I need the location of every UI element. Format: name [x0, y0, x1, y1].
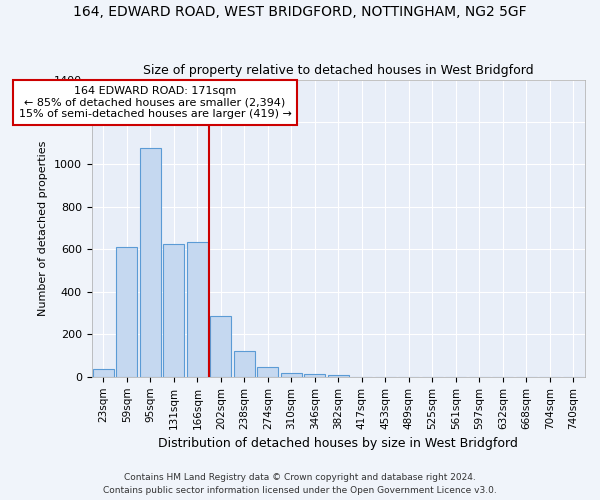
- Bar: [116, 247, 137, 377]
- Bar: [328, 374, 349, 377]
- Text: 164, EDWARD ROAD, WEST BRIDGFORD, NOTTINGHAM, NG2 5GF: 164, EDWARD ROAD, WEST BRIDGFORD, NOTTIN…: [73, 5, 527, 19]
- Bar: [234, 352, 255, 377]
- Bar: [93, 370, 114, 377]
- Text: 164 EDWARD ROAD: 171sqm
← 85% of detached houses are smaller (2,394)
15% of semi: 164 EDWARD ROAD: 171sqm ← 85% of detache…: [19, 86, 292, 119]
- Bar: [304, 374, 325, 377]
- Bar: [257, 368, 278, 377]
- Bar: [187, 242, 208, 377]
- Bar: [210, 316, 232, 377]
- Title: Size of property relative to detached houses in West Bridgford: Size of property relative to detached ho…: [143, 64, 533, 77]
- Y-axis label: Number of detached properties: Number of detached properties: [38, 140, 48, 316]
- Text: Contains HM Land Registry data © Crown copyright and database right 2024.
Contai: Contains HM Land Registry data © Crown c…: [103, 474, 497, 495]
- Bar: [140, 148, 161, 377]
- Bar: [163, 244, 184, 377]
- X-axis label: Distribution of detached houses by size in West Bridgford: Distribution of detached houses by size …: [158, 437, 518, 450]
- Bar: [281, 372, 302, 377]
